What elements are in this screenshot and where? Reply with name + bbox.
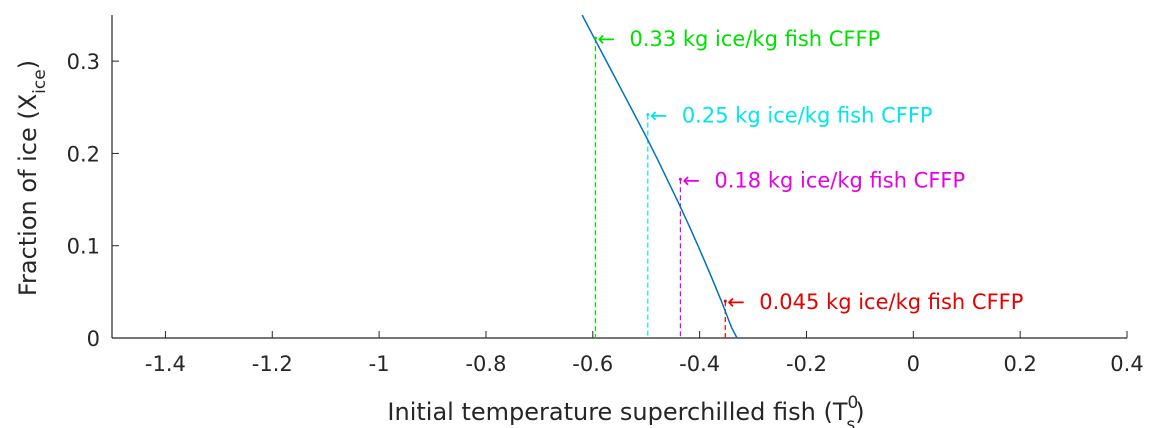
annotation-arrow: ← (650, 104, 668, 128)
x-tick-label: -1.2 (252, 352, 293, 376)
x-tick-label: -1.4 (145, 352, 186, 376)
y-ticks: 0 0.1 0.2 0.3 (67, 50, 119, 351)
x-tick-label: 0.4 (1110, 352, 1143, 376)
x-tick-label: 0 (907, 352, 920, 376)
x-axis-label: Initial temperature superchilled fish (T… (387, 393, 864, 428)
annotations: ← 0.33 kg ice/kg fish CFFP ← 0.25 kg ice/kg… (593, 27, 1023, 314)
annotation-arrow: ← (597, 27, 615, 51)
x-axis-label-sup: 0 (848, 393, 859, 413)
x-tick-label: -0.8 (465, 352, 506, 376)
annotation-point (593, 36, 597, 40)
series-line (581, 14, 738, 339)
x-tick-label: -0.6 (572, 352, 613, 376)
y-tick-label: 0.3 (67, 50, 100, 74)
annotation-point (678, 177, 682, 181)
annotation-arrow: ← (727, 290, 745, 314)
guide-lines (594, 38, 726, 338)
annotation-point (646, 113, 650, 117)
annotation-label: 0.33 kg ice/kg fish CFFP (629, 27, 880, 51)
x-tick-label: -0.4 (679, 352, 720, 376)
x-axis-label-main: Initial temperature superchilled fish (T (387, 398, 847, 426)
y-tick-label: 0 (87, 327, 100, 351)
x-tick-label: 0.2 (1003, 352, 1036, 376)
y-axis-label-close: ) (14, 60, 42, 69)
x-tick-label: -0.2 (786, 352, 827, 376)
y-axis-label: Fraction of ice (Xice) (14, 60, 50, 296)
series-group (581, 14, 738, 339)
plot-area: -1.4 -1.2 -1 -0.8 -0.6 -0.4 -0.2 0 0.2 0.4 0 0.1 0.… (67, 14, 1144, 376)
x-ticks: -1.4 -1.2 -1 -0.8 -0.6 -0.4 -0.2 0 0.2 0.4 (145, 331, 1144, 376)
y-axis-label-sub: ice (30, 69, 50, 94)
annotation-label: 0.045 kg ice/kg fish CFFP (759, 290, 1023, 314)
y-tick-label: 0.1 (67, 235, 100, 259)
annotation-label: 0.25 kg ice/kg fish CFFP (682, 104, 933, 128)
y-axis-label-main: Fraction of ice (X (14, 94, 42, 296)
annotation-point (723, 299, 727, 303)
x-axis-label-close: ) (855, 398, 864, 426)
annotation-label: 0.18 kg ice/kg fish CFFP (714, 168, 965, 192)
x-tick-label: -1 (369, 352, 390, 376)
y-tick-label: 0.2 (67, 142, 100, 166)
x-axis-label-sub: s (846, 415, 855, 428)
annotation-arrow: ← (682, 168, 700, 192)
